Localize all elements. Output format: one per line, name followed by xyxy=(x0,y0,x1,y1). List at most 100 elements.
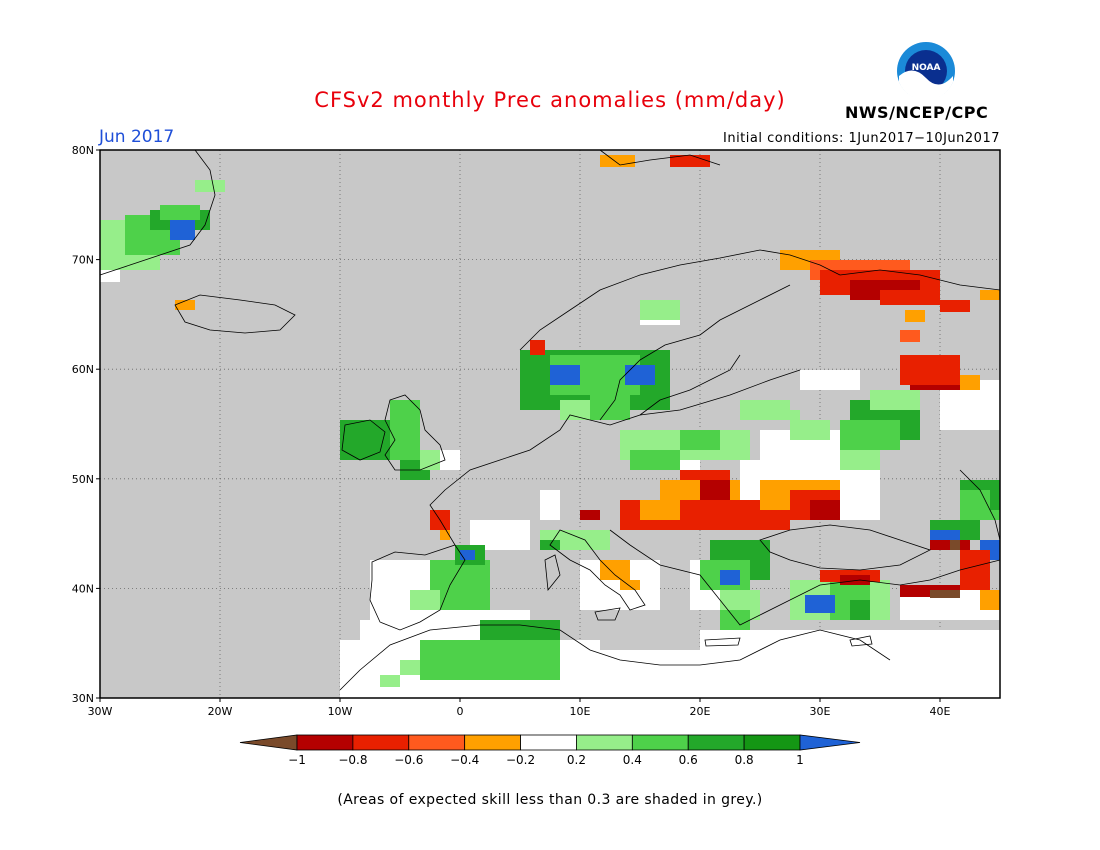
colorbar-label: −0.2 xyxy=(506,753,535,767)
forecast-period: Jun 2017 xyxy=(99,127,175,147)
coastline-segment xyxy=(704,637,741,647)
anomaly-cells xyxy=(100,155,1000,698)
anomaly-cell xyxy=(960,375,980,390)
lat-tick-label: 50N xyxy=(72,473,94,486)
colorbar-swatch xyxy=(296,734,354,751)
lon-tick-label: 30W xyxy=(88,705,113,718)
anomaly-cell xyxy=(620,580,640,590)
coastline-segment xyxy=(849,635,873,647)
colorbar-label: 0.8 xyxy=(735,753,754,767)
anomaly-cell xyxy=(740,510,790,530)
coastline-segment xyxy=(609,529,1001,626)
anomaly-cell xyxy=(400,660,420,675)
anomaly-cell xyxy=(195,180,225,192)
anomaly-cell xyxy=(460,550,475,560)
coastline-segment xyxy=(599,149,721,166)
anomaly-cell xyxy=(960,490,990,510)
anomaly-cell xyxy=(905,310,925,322)
anomaly-cell xyxy=(930,590,960,598)
anomaly-cell xyxy=(720,610,750,630)
anomaly-cell xyxy=(680,430,720,450)
colorbar-label: 0.2 xyxy=(567,753,586,767)
anomaly-cell xyxy=(640,500,680,520)
chart-title: CFSv2 monthly Prec anomalies (mm/day) xyxy=(314,88,786,112)
coastline-segment xyxy=(759,524,932,571)
anomaly-cell xyxy=(700,480,730,500)
lon-tick-label: 10E xyxy=(570,705,591,718)
anomaly-cell xyxy=(740,410,800,420)
coastline-segment xyxy=(639,354,741,416)
anomaly-cell xyxy=(940,300,970,312)
longitude-axis: 30W 20W 10W 0 10E 20E 30E 40E xyxy=(88,698,951,718)
anomaly-cell xyxy=(640,300,680,320)
initial-conditions: Initial conditions: 1Jun2017−10Jun2017 xyxy=(723,131,1000,146)
colorbar-swatch xyxy=(631,734,689,751)
lon-tick-label: 20E xyxy=(690,705,711,718)
anomaly-cell xyxy=(870,390,920,410)
coastline-segment xyxy=(429,369,801,546)
anomaly-cell xyxy=(170,220,195,240)
lat-tick-label: 80N xyxy=(72,144,94,157)
colorbar: −1 −0.8 −0.6 −0.4 −0.2 0.2 0.4 0.6 0.8 1 xyxy=(239,734,861,767)
coastlines xyxy=(99,149,1001,691)
anomaly-cell xyxy=(340,420,390,460)
lat-tick-label: 70N xyxy=(72,254,94,267)
colorbar-label: 1 xyxy=(796,753,804,767)
anomaly-cell xyxy=(630,450,680,470)
colorbar-swatch xyxy=(687,734,745,751)
anomaly-cell xyxy=(175,300,195,310)
anomaly-cell xyxy=(540,490,560,520)
anomaly-cell xyxy=(600,650,710,698)
colorbar-swatch xyxy=(464,734,521,751)
map-frame xyxy=(99,149,1001,699)
anomaly-cell xyxy=(160,205,200,220)
coastline-segment xyxy=(599,284,791,421)
lat-tick-label: 60N xyxy=(72,363,94,376)
anomaly-cell xyxy=(840,420,900,450)
anomaly-cell xyxy=(950,540,960,550)
colorbar-label: 0.4 xyxy=(623,753,642,767)
coastline-segment xyxy=(384,394,446,471)
colorbar-swatch xyxy=(743,734,801,751)
anomaly-cell xyxy=(850,600,870,620)
anomaly-cell xyxy=(600,560,630,580)
anomaly-cell xyxy=(900,330,920,342)
anomaly-cell xyxy=(580,510,600,520)
anomaly-cell xyxy=(600,155,635,167)
anomaly-cell xyxy=(530,340,545,355)
anomaly-cell xyxy=(960,510,1000,520)
colorbar-label: 0.6 xyxy=(679,753,698,767)
coastline-segment xyxy=(519,249,841,351)
anomaly-cell xyxy=(480,620,560,640)
colorbar-arrow-right xyxy=(799,734,861,751)
anomaly-cell xyxy=(590,390,630,420)
lon-tick-label: 0 xyxy=(457,705,464,718)
anomaly-cell xyxy=(900,355,960,385)
colorbar-swatch xyxy=(352,734,410,751)
colorbar-label: −0.4 xyxy=(450,753,479,767)
colorbar-label: −0.8 xyxy=(338,753,367,767)
coastline-segment xyxy=(339,624,891,691)
anomaly-cell xyxy=(410,590,440,610)
anomaly-cell xyxy=(810,500,840,520)
anomaly-cell xyxy=(420,450,440,470)
coastline-segment xyxy=(544,554,561,592)
colorbar-label: −0.6 xyxy=(394,753,423,767)
anomaly-cell xyxy=(790,420,830,440)
anomaly-cell xyxy=(930,530,960,542)
anomaly-cell xyxy=(840,450,880,470)
coastline-segment xyxy=(341,419,386,461)
coastline-segment xyxy=(99,149,216,276)
anomaly-cell xyxy=(840,575,870,585)
anomaly-cell xyxy=(380,675,400,687)
anomaly-cell xyxy=(550,365,580,385)
anomaly-cell xyxy=(805,595,835,613)
anomaly-cell xyxy=(990,600,1000,610)
coastline-segment xyxy=(594,607,621,621)
anomaly-cell xyxy=(800,370,860,390)
anomaly-cell xyxy=(625,365,655,385)
anomaly-cell xyxy=(960,550,990,590)
coastline-segment xyxy=(174,294,296,334)
coastline-segment xyxy=(959,469,1001,541)
